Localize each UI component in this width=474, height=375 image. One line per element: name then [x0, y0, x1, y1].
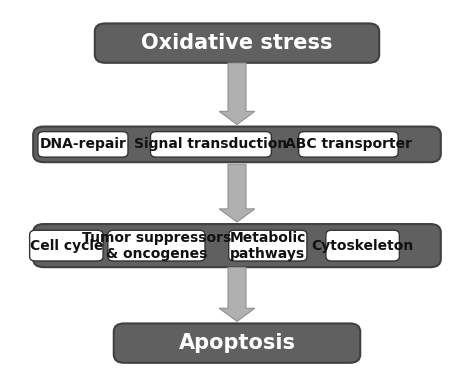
FancyArrow shape [219, 63, 255, 124]
Text: Tumor suppressors
& oncogenes: Tumor suppressors & oncogenes [82, 231, 231, 261]
FancyArrow shape [219, 267, 255, 321]
FancyBboxPatch shape [108, 230, 205, 261]
Text: Oxidative stress: Oxidative stress [141, 33, 333, 53]
Text: ABC transporter: ABC transporter [285, 137, 412, 152]
Text: DNA-repair: DNA-repair [39, 137, 127, 152]
Text: Cytoskeleton: Cytoskeleton [311, 238, 414, 253]
FancyBboxPatch shape [151, 132, 271, 157]
Text: Metabolic
pathways: Metabolic pathways [229, 231, 306, 261]
FancyArrow shape [219, 164, 255, 222]
FancyBboxPatch shape [30, 230, 103, 261]
FancyBboxPatch shape [38, 132, 128, 157]
FancyBboxPatch shape [326, 230, 399, 261]
FancyBboxPatch shape [228, 230, 307, 261]
Text: Apoptosis: Apoptosis [179, 333, 295, 353]
FancyBboxPatch shape [299, 132, 398, 157]
FancyBboxPatch shape [114, 323, 360, 363]
Text: Signal transduction: Signal transduction [134, 137, 288, 152]
FancyBboxPatch shape [33, 224, 441, 267]
Text: Cell cycle: Cell cycle [29, 238, 103, 253]
FancyBboxPatch shape [95, 23, 379, 63]
FancyBboxPatch shape [33, 127, 441, 162]
